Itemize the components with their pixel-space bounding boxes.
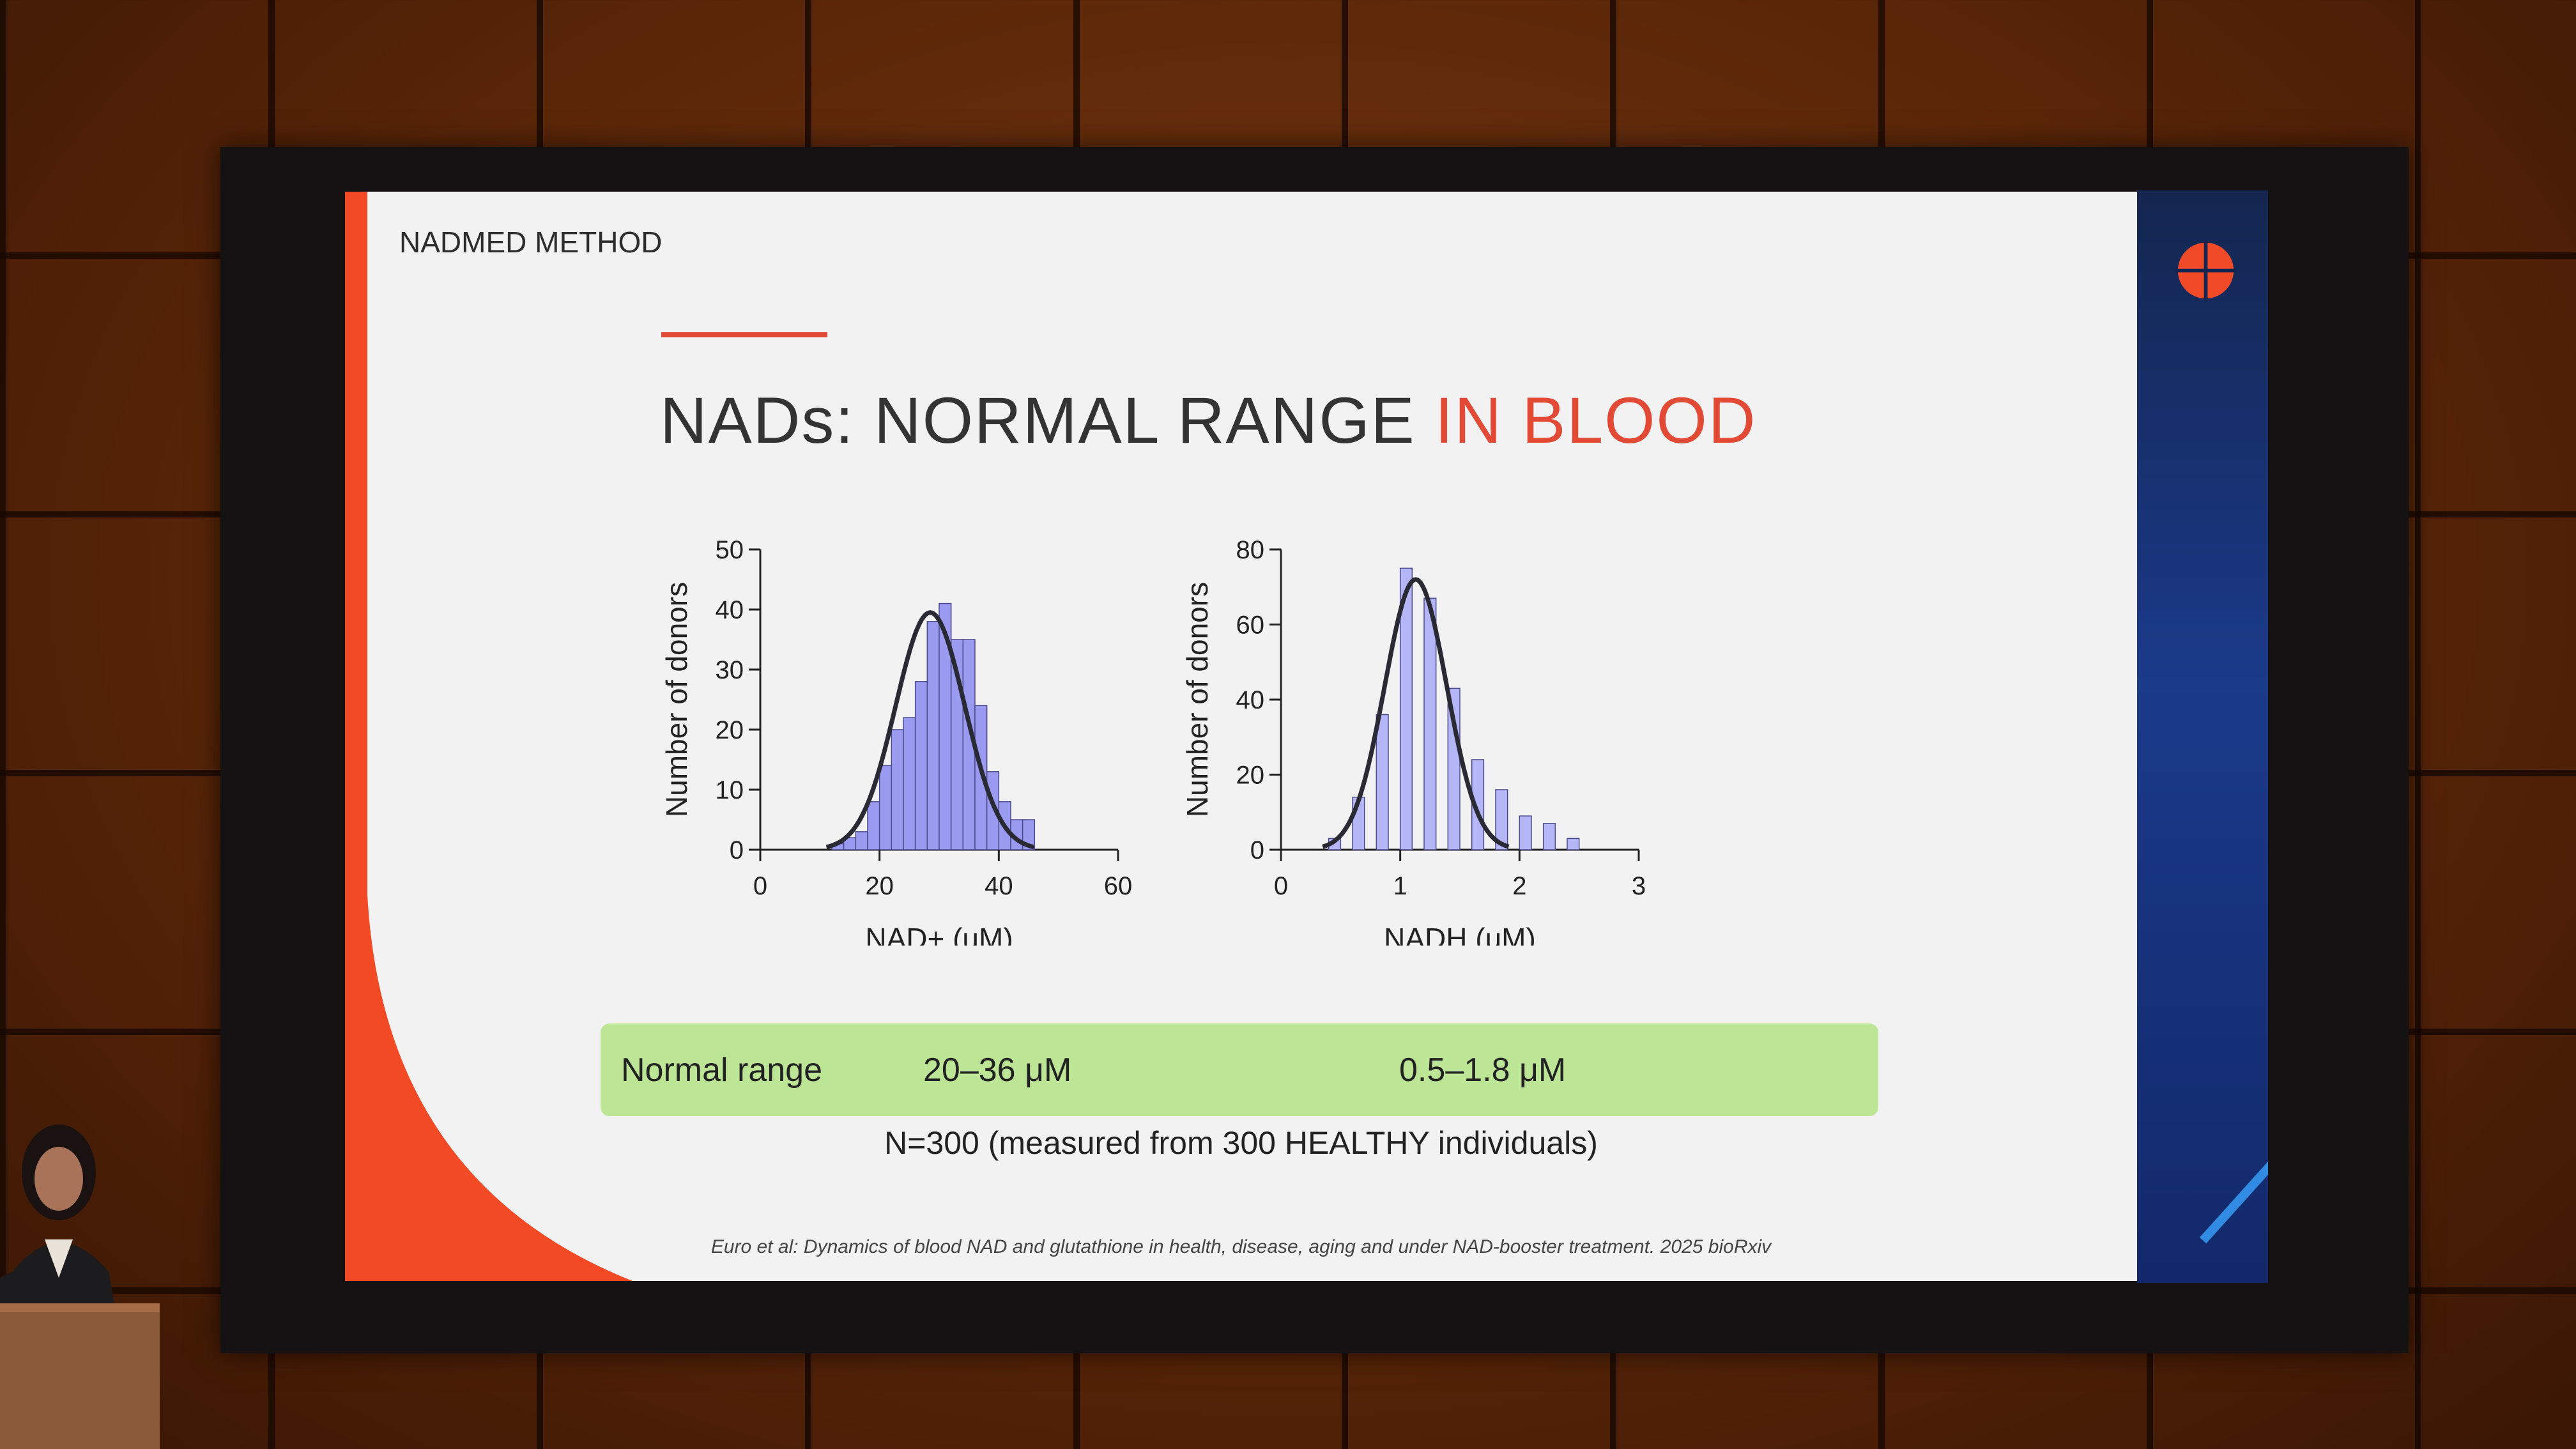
chart-nadh-xtick-label-1: 1 [1393,872,1407,900]
decorative-streak [2199,1114,2268,1244]
chart-nad-ytick-label-4: 40 [716,596,744,624]
sample-size-note: N=300 (measured from 300 HEALTHY individ… [884,1125,1598,1161]
chart-nadh-ytick-label-2: 40 [1236,686,1265,714]
chart-nadh-bar-2 [1376,714,1389,850]
normal-range-label: Normal range [621,1052,823,1089]
chart-nad-xtick-label-3: 60 [1104,872,1133,900]
chart-nadh-xtick-label-0: 0 [1274,872,1288,900]
chart-nad-bar-2 [855,831,868,850]
slide-title: NADs: NORMAL RANGE IN BLOOD [660,383,1757,458]
chart-nadh-y-axis-label: Number of donors [1181,582,1214,817]
chart-nadh-xtick-label-2: 2 [1512,872,1526,900]
chart-nadh-bar-9 [1542,823,1556,850]
chart-nad-fit-curve [825,610,1035,850]
chart-nadh-fit-curve [1322,577,1510,849]
slide-red-accent-shape [345,192,632,1281]
chart-nad-ytick-label-0: 0 [730,836,744,864]
title-accent: IN BLOOD [1435,384,1757,457]
citation: Euro et al: Dynamics of blood NAD and gl… [710,1236,1772,1257]
chart-nad-x-axis-label: NAD+ (uM) [865,922,1013,946]
nad-histogram-chart: 0 10 20 30 40 50 0 20 40 60 NAD+ (uM) Number of don… [660,537,1133,946]
chart-nad-ytick-label-1: 10 [716,776,744,804]
chart-nad-y-axis-label: Number of donors [660,582,693,817]
normal-range-bar [601,1023,1878,1116]
title-main: NADs: NORMAL RANGE [660,384,1416,457]
chart-nad-xtick-label-1: 20 [865,872,894,900]
chart-nad-bar-4 [878,765,893,850]
chart-nad-xtick-label-2: 40 [985,872,1013,900]
presenter-at-podium [0,1124,160,1449]
chart-nadh-ytick-label-3: 60 [1236,611,1265,640]
chart-nadh-x-axis-label: NADH (uM) [1384,922,1536,946]
chart-nadh-bar-4 [1423,597,1437,850]
slide: NADMED METHOD NADs: NORMAL RANGE IN BLOO… [345,192,2137,1281]
chart-nad-bar-7 [914,681,928,850]
company-logo-icon [2175,240,2236,301]
chart-nad-bar-3 [867,801,880,850]
chart-nad-bar-6 [903,717,916,850]
nadh-normal-range-value: 0.5–1.8 μM [1399,1052,1567,1089]
chart-nadh-bar-3 [1399,567,1413,850]
chart-nadh-ytick-label-4: 80 [1236,537,1265,564]
title-underline [661,332,827,337]
nadh-histogram-chart: 0 20 40 60 80 0 1 2 3 NADH (uM) Number of donors [1181,537,1646,946]
chart-nad-ytick-label-5: 50 [716,537,744,564]
chart-nad-xtick-label-0: 0 [753,872,767,900]
chart-nadh-ytick-label-1: 20 [1236,762,1265,790]
chart-nad-ytick-label-3: 30 [716,656,744,684]
chart-nad-bar-5 [891,729,904,850]
chart-nad-bar-8 [926,621,940,850]
chart-nadh-bar-8 [1519,815,1532,850]
nad-normal-range-value: 20–36 μM [923,1052,1072,1089]
chart-nadh-bar-7 [1495,789,1508,850]
slide-side-band [2137,190,2268,1283]
section-label: NADMED METHOD [399,226,663,259]
chart-nadh-xtick-label-3: 3 [1632,872,1646,900]
chart-nadh-bar-10 [1567,838,1580,850]
chart-nad-ytick-label-2: 20 [716,716,744,744]
chart-nadh-bar-6 [1471,759,1485,850]
chart-nadh-ytick-label-0: 0 [1250,836,1264,864]
